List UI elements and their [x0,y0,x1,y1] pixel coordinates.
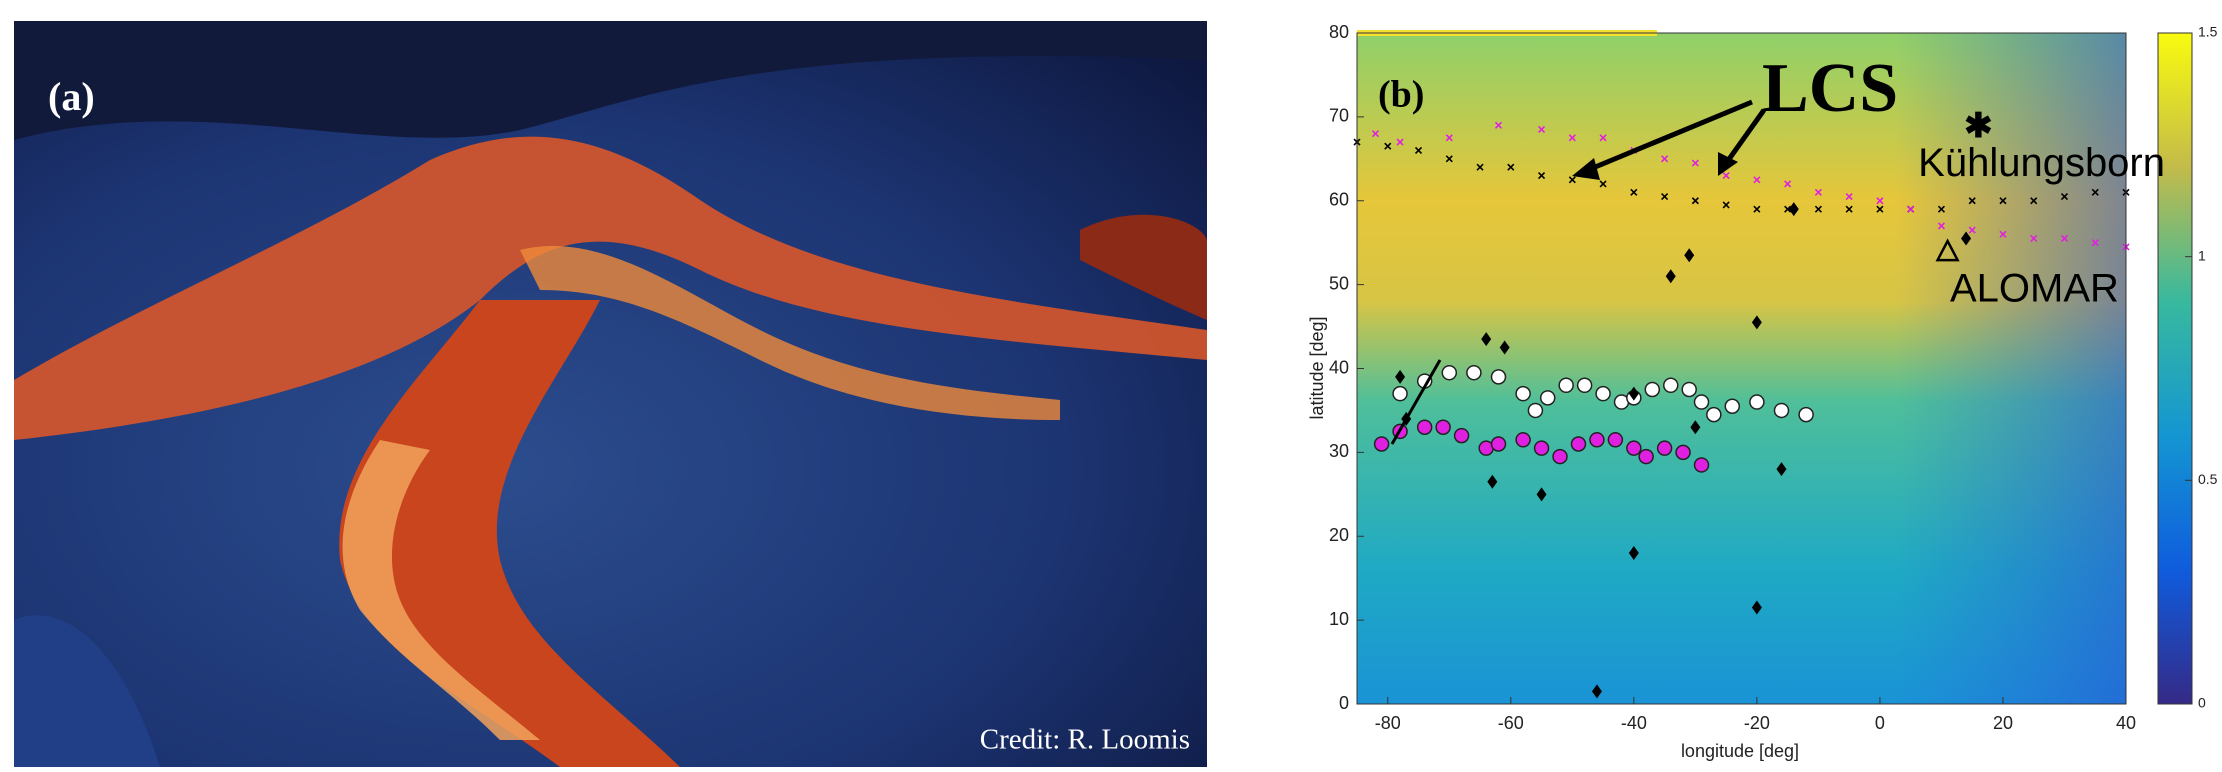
x-tick-label: 0 [1875,713,1885,733]
circle-marker [1774,403,1788,417]
y-tick-label: 10 [1329,609,1349,629]
x-tick-label: -20 [1744,713,1770,733]
y-tick-label: 50 [1329,273,1349,293]
circle-marker [1639,450,1653,464]
circle-marker [1491,437,1505,451]
circle-marker [1658,441,1672,455]
x-tick-label: 40 [2116,713,2136,733]
figure: (a) Credit: R. Loomis longitude [deg] la… [0,0,2222,767]
panel-label: (a) [48,74,95,119]
y-tick-label: 80 [1329,22,1349,42]
y-tick-label: 70 [1329,106,1349,126]
circle-marker [1695,395,1709,409]
circle-marker [1528,403,1542,417]
photo [14,21,1207,767]
circle-marker [1559,378,1573,392]
circle-marker [1418,420,1432,434]
circle-marker [1799,408,1813,422]
colorbar-tick-label: 1 [2198,247,2206,263]
colorbar [2158,33,2192,704]
circle-marker [1596,387,1610,401]
circle-marker [1750,395,1764,409]
circle-marker [1682,382,1696,396]
circle-marker [1393,387,1407,401]
circle-marker [1516,433,1530,447]
circle-marker [1664,378,1678,392]
y-tick-label: 40 [1329,357,1349,377]
circle-marker [1491,370,1505,384]
station-label: Kühlungsborn [1918,141,2165,185]
x-axis-label: longitude [deg] [1681,741,1799,761]
y-axis-label: latitude [deg] [1307,316,1327,419]
circle-marker [1535,441,1549,455]
circle-marker [1590,433,1604,447]
circle-marker [1442,366,1456,380]
circle-marker [1608,433,1622,447]
circle-marker [1695,458,1709,472]
x-tick-label: 20 [1993,713,2013,733]
circle-marker [1725,399,1739,413]
circle-marker [1676,445,1690,459]
circle-marker [1707,408,1721,422]
station-label: ALOMAR [1950,267,2119,311]
x-tick-label: -60 [1498,713,1524,733]
colorbar-tick-label: 0.5 [2198,471,2218,487]
y-tick-label: 30 [1329,441,1349,461]
colorbar-tick-label: 0 [2198,695,2206,711]
circle-marker [1516,387,1530,401]
x-tick-label: -40 [1621,713,1647,733]
y-tick-label: 60 [1329,190,1349,210]
panel-label: (b) [1378,74,1424,116]
y-tick-label: 0 [1339,693,1349,713]
circle-marker [1553,450,1567,464]
circle-marker [1375,437,1389,451]
circle-marker [1455,429,1469,443]
circle-marker [1436,420,1450,434]
circle-marker [1541,391,1555,405]
x-tick-label: -80 [1375,713,1401,733]
circle-marker [1467,366,1481,380]
circle-marker [1627,441,1641,455]
circle-marker [1571,437,1585,451]
colorbar-tick-label: 1.5 [2198,24,2218,40]
credit: Credit: R. Loomis [980,724,1190,756]
y-tick-label: 20 [1329,525,1349,545]
station-marker: ✱ [1964,107,1993,145]
circle-marker [1578,378,1592,392]
lcs-label: LCS [1762,50,1898,127]
circle-marker [1645,382,1659,396]
